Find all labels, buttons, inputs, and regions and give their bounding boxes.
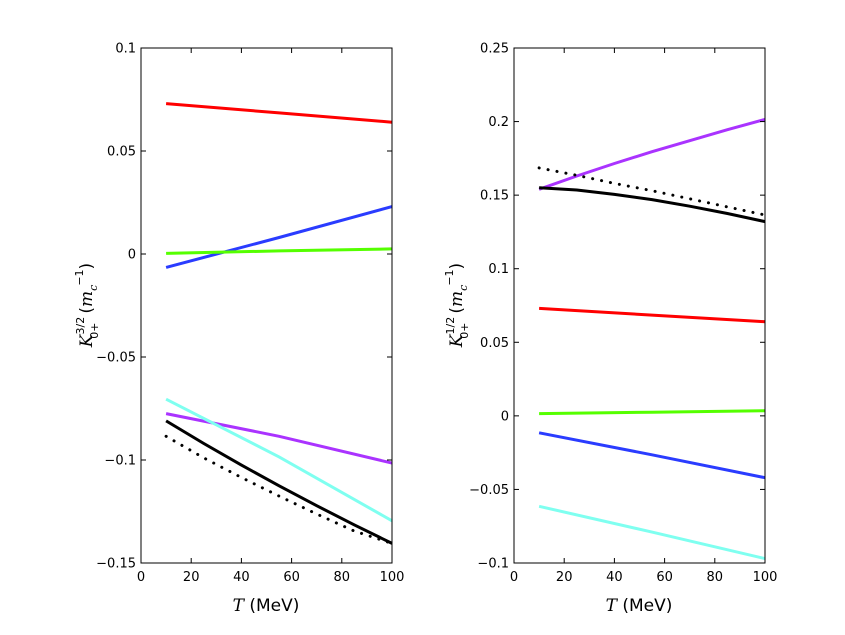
left-y-tick-label: −0.05 bbox=[96, 351, 136, 366]
left-y-tick-label: 0 bbox=[128, 248, 136, 263]
left-y-axis-unit-subscript: c bbox=[87, 285, 100, 291]
right-y-tick-label: 0 bbox=[501, 409, 509, 424]
right-series-red bbox=[539, 306, 766, 324]
left-plot-ticks: 0 20 40 60 80 100 −0.15 −0.1 −0.05 0 0.05 0.1 bbox=[96, 42, 404, 586]
right-x-tick-label: 0 bbox=[510, 570, 518, 585]
right-y-tick-label: 0.05 bbox=[480, 336, 509, 351]
left-series-cyan bbox=[165, 397, 393, 523]
right-y-axis-title: K1/20+(mc−1) bbox=[443, 263, 471, 348]
left-series-violet bbox=[165, 412, 393, 465]
left-series-green bbox=[166, 247, 393, 255]
right-x-tick-label: 40 bbox=[606, 570, 623, 585]
left-series-black bbox=[165, 419, 393, 545]
right-series-blue bbox=[538, 431, 766, 480]
right-x-axis-unit: (MeV) bbox=[617, 596, 672, 616]
right-y-tick-label: 0.1 bbox=[488, 262, 509, 277]
left-y-axis-symbol: K bbox=[77, 333, 97, 348]
right-y-tick-label: 0.15 bbox=[480, 189, 509, 204]
left-series-blue bbox=[165, 205, 393, 269]
right-y-axis-unit-subscript: c bbox=[457, 285, 470, 291]
right-y-axis-superscript: 1/2 bbox=[444, 317, 457, 335]
left-plot-marks bbox=[164, 102, 394, 545]
left-x-tick-label: 80 bbox=[334, 570, 351, 585]
right-y-tick-label: −0.05 bbox=[469, 483, 509, 498]
left-x-tick-label: 20 bbox=[183, 570, 200, 585]
right-series-cyan bbox=[538, 504, 766, 561]
right-x-tick-label: 80 bbox=[707, 570, 724, 585]
left-x-tick-label: 40 bbox=[233, 570, 250, 585]
left-y-axis-unit-symbol: m bbox=[77, 291, 97, 307]
left-y-tick-label: 0.1 bbox=[115, 42, 136, 57]
right-x-tick-label: 100 bbox=[753, 570, 778, 585]
left-x-axis-variable: T bbox=[233, 596, 246, 616]
right-series-black-dotted bbox=[537, 166, 767, 217]
right-x-axis-title: T (MeV) bbox=[606, 596, 673, 616]
left-y-axis-superscript: 3/2 bbox=[74, 317, 87, 335]
right-series-green bbox=[539, 409, 766, 416]
right-plot-marks bbox=[537, 117, 767, 561]
left-y-axis-subscript: 0+ bbox=[88, 323, 101, 339]
left-plot: 0 20 40 60 80 100 −0.15 −0.1 −0.05 0 0.05 0.1 T (Me… bbox=[73, 42, 404, 617]
right-series-black bbox=[539, 186, 766, 224]
right-y-axis-unit-symbol: m bbox=[447, 291, 467, 307]
right-plot-frame bbox=[513, 47, 766, 564]
left-series-black-dotted bbox=[164, 434, 394, 545]
left-x-tick-label: 100 bbox=[380, 570, 405, 585]
left-x-tick-label: 60 bbox=[283, 570, 300, 585]
left-x-axis-unit: (MeV) bbox=[244, 596, 299, 616]
left-x-axis-title: T (MeV) bbox=[233, 596, 300, 616]
right-plot-ticks: 0 20 40 60 80 100 −0.1 −0.05 0 0.05 0.1 0.15 0.2 0.25 bbox=[469, 42, 777, 586]
left-y-tick-label: −0.15 bbox=[96, 557, 136, 572]
right-x-tick-label: 60 bbox=[656, 570, 673, 585]
right-y-tick-label: 0.25 bbox=[480, 42, 509, 57]
left-y-axis-unit-superscript: −1 bbox=[73, 269, 86, 285]
left-plot-frame bbox=[140, 47, 393, 564]
left-y-tick-label: 0.05 bbox=[107, 145, 136, 160]
right-y-axis-unit-superscript: −1 bbox=[443, 269, 456, 285]
right-y-tick-label: 0.2 bbox=[488, 115, 509, 130]
left-y-axis-title: K3/20+(mc−1) bbox=[73, 263, 101, 348]
left-x-tick-label: 0 bbox=[137, 570, 145, 585]
right-series-violet bbox=[538, 117, 766, 191]
left-series-red bbox=[165, 102, 393, 124]
left-y-tick-label: −0.1 bbox=[104, 454, 136, 469]
right-y-tick-label: −0.1 bbox=[477, 557, 509, 572]
right-y-axis-symbol: K bbox=[447, 333, 467, 348]
right-x-axis-variable: T bbox=[606, 596, 619, 616]
right-plot: 0 20 40 60 80 100 −0.1 −0.05 0 0.05 0.1 0.15 0.2 0.25… bbox=[443, 42, 777, 617]
right-x-tick-label: 20 bbox=[556, 570, 573, 585]
right-y-axis-subscript: 0+ bbox=[458, 323, 471, 339]
